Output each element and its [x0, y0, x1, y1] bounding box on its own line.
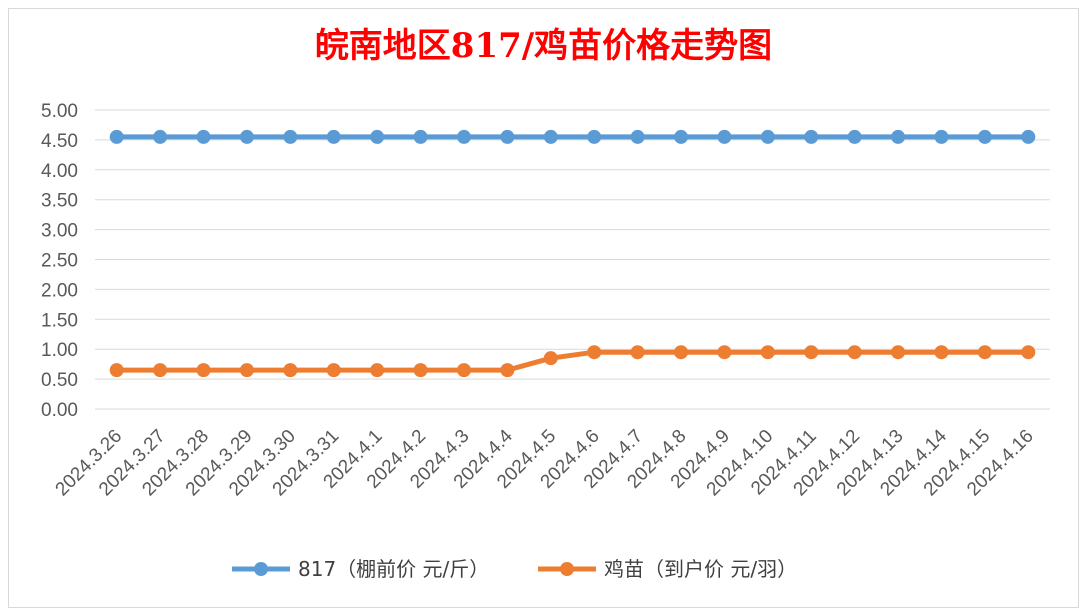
- legend-label: 鸡苗（到户价 元/羽）: [604, 557, 797, 581]
- data-point: [847, 129, 862, 144]
- legend-marker: [254, 562, 268, 576]
- data-point: [630, 129, 645, 144]
- y-tick-label: 1.50: [41, 310, 78, 331]
- y-tick-label: 1.00: [41, 340, 78, 361]
- data-point: [804, 345, 819, 360]
- data-point: [804, 129, 819, 144]
- y-tick-label: 2.50: [41, 251, 78, 272]
- data-point: [934, 345, 949, 360]
- data-point: [370, 363, 385, 378]
- series-line-1: [116, 349, 1029, 373]
- data-point: [153, 129, 168, 144]
- data-point: [630, 345, 645, 360]
- data-point: [587, 129, 602, 144]
- data-point: [109, 129, 124, 144]
- y-tick-label: 3.00: [41, 221, 78, 242]
- y-tick-label: 0.50: [41, 370, 78, 391]
- data-point: [847, 345, 862, 360]
- data-point: [413, 129, 428, 144]
- y-axis-ticks: 0.00 0.50 1.00 1.50 2.00 2.50 3.00 3.50 4.00 4.50…: [41, 101, 78, 421]
- data-point: [587, 345, 602, 360]
- data-point: [326, 363, 341, 378]
- data-point: [456, 129, 471, 144]
- series-lines: [109, 129, 1036, 378]
- data-point: [543, 351, 558, 366]
- data-point: [283, 129, 298, 144]
- data-point: [370, 129, 385, 144]
- data-point: [1021, 129, 1036, 144]
- data-point: [109, 363, 124, 378]
- y-tick-label: 2.00: [41, 280, 78, 301]
- data-point: [760, 345, 775, 360]
- data-point: [891, 345, 906, 360]
- data-point: [977, 345, 992, 360]
- y-tick-label: 0.00: [41, 400, 78, 421]
- data-point: [674, 345, 689, 360]
- data-point: [760, 129, 775, 144]
- y-tick-label: 3.50: [41, 191, 78, 212]
- chart-area: [8, 8, 1079, 608]
- data-point: [239, 363, 254, 378]
- y-tick-label: 4.50: [41, 131, 78, 152]
- data-point: [977, 129, 992, 144]
- data-point: [196, 129, 211, 144]
- data-point: [543, 129, 558, 144]
- legend: 817（棚前价 元/斤） 鸡苗（到户价 元/羽）: [232, 557, 797, 581]
- data-point: [196, 363, 211, 378]
- data-point: [413, 363, 428, 378]
- legend-label: 817（棚前价 元/斤）: [298, 557, 489, 581]
- data-point: [326, 129, 341, 144]
- data-point: [891, 129, 906, 144]
- y-tick-label: 5.00: [41, 101, 78, 122]
- data-point: [239, 129, 254, 144]
- data-point: [1021, 345, 1036, 360]
- data-point: [153, 363, 168, 378]
- chart-title: 皖南地区817/鸡苗价格走势图: [314, 26, 773, 66]
- data-point: [500, 129, 515, 144]
- y-tick-label: 4.00: [41, 161, 78, 182]
- data-point: [283, 363, 298, 378]
- data-point: [934, 129, 949, 144]
- data-point: [674, 129, 689, 144]
- gridlines: [95, 109, 1050, 410]
- data-point: [717, 345, 732, 360]
- x-axis-ticks: 2024.3.262024.3.272024.3.282024.3.292024…: [52, 425, 1038, 500]
- legend-marker: [560, 562, 574, 576]
- data-point: [717, 129, 732, 144]
- data-point: [500, 363, 515, 378]
- data-point: [456, 363, 471, 378]
